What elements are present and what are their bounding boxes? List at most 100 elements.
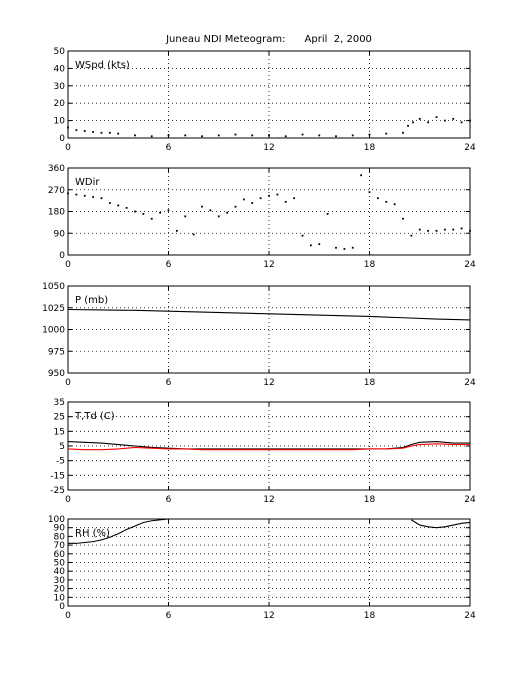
y-tick-label: 180 — [48, 208, 65, 218]
panel-label: P (mb) — [75, 295, 108, 306]
data-point — [402, 217, 404, 220]
data-point — [301, 234, 304, 237]
data-point — [376, 197, 379, 200]
x-tick-label: 6 — [166, 378, 172, 388]
panel-1: 0 6 12 18 24 0 10 20 30 40 50 WSpd (kts) — [54, 47, 476, 153]
y-tick-label: -15 — [50, 471, 65, 481]
data-point — [407, 124, 409, 127]
y-tick-label: 0 — [59, 602, 65, 612]
x-tick-label: 0 — [65, 260, 71, 270]
data-point — [92, 131, 95, 133]
x-tick-label: 6 — [166, 260, 172, 270]
data-point — [75, 129, 78, 132]
data-point — [242, 198, 245, 201]
data-point — [427, 229, 430, 232]
y-tick-label: -25 — [50, 486, 65, 496]
x-tick-label: 24 — [464, 495, 476, 505]
data-point — [452, 117, 455, 120]
data-point — [184, 215, 187, 218]
x-tick-label: 24 — [464, 611, 476, 621]
y-tick-label: 1025 — [42, 304, 65, 314]
y-tick-label: 30 — [54, 82, 66, 92]
y-tick-label: 100 — [48, 515, 65, 525]
data-point — [452, 228, 455, 231]
data-point — [134, 210, 136, 213]
x-tick-label: 6 — [166, 495, 172, 505]
y-tick-label: 90 — [54, 229, 66, 239]
y-tick-label: 950 — [48, 369, 65, 379]
data-point — [427, 121, 430, 124]
data-point — [268, 134, 270, 137]
data-point — [351, 134, 354, 137]
y-tick-label: 80 — [54, 532, 66, 542]
data-point — [435, 116, 438, 119]
panel-label: T,Td (C) — [74, 411, 115, 422]
data-point — [217, 134, 220, 137]
data-point — [318, 134, 321, 137]
y-tick-label: 360 — [48, 164, 65, 174]
data-point — [117, 204, 120, 207]
y-tick-label: 60 — [54, 550, 66, 560]
y-tick-label: 975 — [48, 347, 65, 357]
y-tick-label: 270 — [48, 186, 65, 196]
data-point — [368, 133, 371, 136]
panel-label: RH (%) — [75, 528, 110, 539]
figure-title: Juneau NDI Meteogram: April 2, 2000 — [165, 34, 372, 45]
x-tick-label: 18 — [364, 378, 376, 388]
y-tick-label: 35 — [54, 398, 65, 408]
x-tick-label: 0 — [65, 495, 71, 505]
y-tick-label: 1000 — [42, 326, 65, 336]
data-point — [293, 197, 296, 200]
y-tick-label: -5 — [56, 457, 65, 467]
data-point — [192, 233, 195, 236]
y-tick-label: 30 — [54, 576, 66, 586]
data-point — [276, 193, 279, 196]
y-tick-label: 50 — [54, 559, 66, 569]
series-line-1 — [68, 518, 211, 544]
x-tick-label: 24 — [464, 143, 476, 153]
data-point — [412, 121, 414, 124]
data-point — [469, 119, 471, 122]
x-tick-label: 0 — [65, 143, 71, 153]
data-point — [418, 228, 421, 231]
y-tick-label: 20 — [54, 99, 66, 109]
y-tick-label: 40 — [54, 64, 66, 74]
data-point — [460, 121, 463, 124]
x-tick-label: 12 — [263, 611, 274, 621]
data-point — [217, 215, 220, 218]
data-point — [251, 202, 254, 204]
data-point — [150, 217, 153, 220]
y-tick-label: 10 — [54, 117, 66, 127]
x-tick-label: 12 — [263, 495, 274, 505]
data-point — [108, 202, 111, 204]
y-tick-label: 20 — [54, 585, 66, 595]
panel-4: 0 6 12 18 24 -25 -15 -5 5 15 25 35 T,Td (C) — [50, 398, 476, 505]
x-tick-label: 6 — [166, 143, 172, 153]
y-tick-label: 5 — [59, 442, 65, 452]
data-point — [209, 209, 212, 212]
data-point — [318, 243, 321, 246]
data-point — [460, 227, 463, 230]
data-point — [142, 213, 145, 215]
data-point — [326, 213, 329, 215]
data-point — [234, 205, 237, 208]
series-line-1 — [67, 441, 470, 450]
data-point — [251, 134, 254, 137]
x-tick-label: 18 — [364, 260, 376, 270]
data-point — [167, 134, 170, 137]
data-point — [234, 133, 237, 136]
data-point — [159, 211, 162, 214]
x-tick-label: 24 — [464, 260, 476, 270]
data-point — [343, 248, 346, 250]
y-tick-label: 0 — [59, 251, 65, 261]
data-point — [402, 131, 404, 134]
data-point — [100, 197, 103, 200]
data-point — [100, 131, 103, 134]
data-point — [268, 194, 270, 197]
x-tick-label: 6 — [166, 611, 172, 621]
x-tick-label: 18 — [364, 611, 376, 621]
x-tick-label: 12 — [263, 260, 274, 270]
data-point — [201, 135, 203, 138]
data-point — [301, 133, 304, 136]
